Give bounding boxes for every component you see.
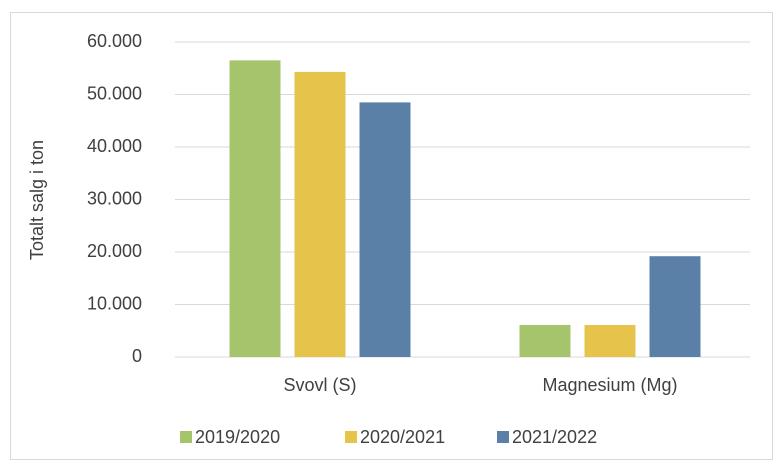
x-tick-label: Magnesium (Mg) (542, 375, 677, 395)
y-tick-label: 20.000 (87, 241, 142, 261)
y-tick-label: 60.000 (87, 31, 142, 51)
bar (229, 60, 281, 357)
y-tick-label: 10.000 (87, 293, 142, 313)
legend-label: 2019/2020 (195, 427, 280, 447)
y-tick-label: 50.000 (87, 83, 142, 103)
x-tick-label: Svovl (S) (283, 375, 356, 395)
bar (294, 71, 346, 358)
legend-swatch (180, 431, 192, 443)
legend-label: 2021/2022 (512, 427, 597, 447)
y-axis-label: Totalt salg i ton (27, 140, 47, 260)
bar (359, 102, 411, 357)
bar (649, 256, 701, 357)
bar (519, 324, 571, 357)
legend-label: 2020/2021 (360, 427, 445, 447)
bar (584, 324, 636, 357)
legend-swatch (345, 431, 357, 443)
y-tick-label: 40.000 (87, 136, 142, 156)
legend-swatch (497, 431, 509, 443)
y-tick-label: 0 (132, 346, 142, 366)
y-tick-label: 30.000 (87, 188, 142, 208)
